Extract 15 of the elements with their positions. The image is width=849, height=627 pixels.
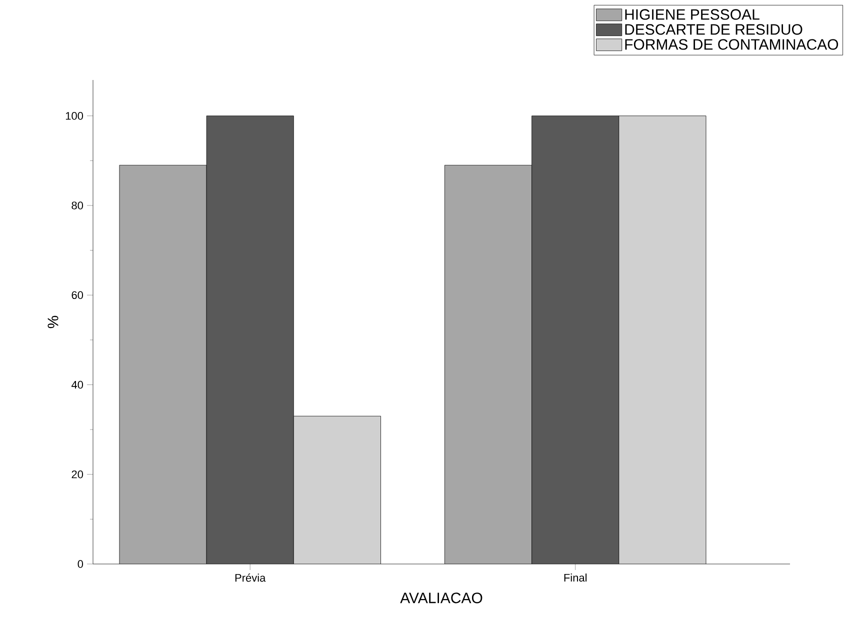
y-axis-title: % bbox=[48, 316, 58, 328]
bar bbox=[119, 165, 207, 564]
legend-label: FORMAS DE CONTAMINACAO bbox=[625, 39, 838, 50]
x-tick-label: Prévia bbox=[235, 574, 266, 582]
legend-label: HIGIENE PESSOAL bbox=[625, 9, 760, 20]
y-tick-label: 0 bbox=[78, 560, 84, 568]
bar bbox=[444, 164, 532, 564]
y-tick-label: 20 bbox=[72, 470, 84, 478]
y-tick-label: 100 bbox=[66, 112, 84, 120]
x-axis-title: AVALIACAO bbox=[400, 592, 482, 604]
x-tick-label: Final bbox=[564, 574, 587, 582]
y-tick-label: 40 bbox=[71, 380, 84, 389]
legend-label: DESCARTE DE RESIDUO bbox=[625, 24, 802, 35]
y-tick-label: 60 bbox=[72, 291, 84, 300]
y-tick-label: 80 bbox=[72, 202, 84, 210]
